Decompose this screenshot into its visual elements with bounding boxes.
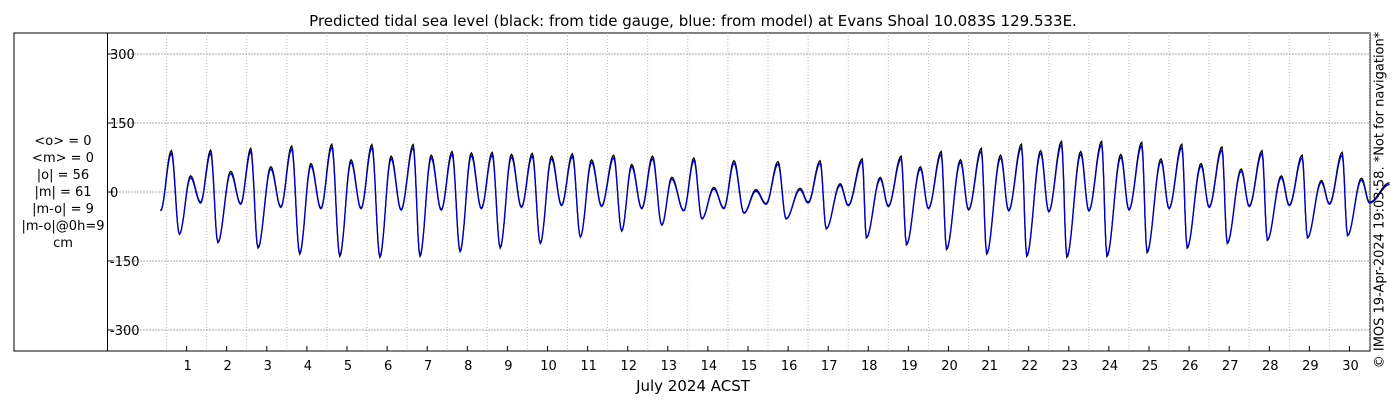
x-tick-label: 4 [304,359,312,374]
horizontal-grid [107,53,1370,331]
x-ticks: 1 2 3 4 5 6 7 8 9 10 11 12 13 14 15 16 17 18 19 20 21 22 23 24 2… [183,346,1359,374]
x-tick-label: 27 [1222,359,1239,374]
x-tick-label: 28 [1262,359,1279,374]
y-ticks: 300 150 0 -150 -300 [107,48,140,339]
y-tick-label: 150 [110,117,135,132]
x-tick-label: 14 [701,359,718,374]
x-tick-label: 20 [941,359,958,374]
x-axis-label: July 2024 ACST [635,377,751,395]
stat-abs-obs: |o| = 56 [36,168,90,183]
y-tick-label: 300 [110,48,135,63]
x-tick-label: 18 [861,359,878,374]
x-tick-label: 15 [741,359,758,374]
x-tick-label: 30 [1342,359,1359,374]
x-tick-label: 29 [1302,359,1319,374]
x-tick-label: 17 [821,359,838,374]
x-tick-label: 2 [224,359,232,374]
x-tick-label: 26 [1182,359,1199,374]
stat-abs-model: |m| = 61 [34,185,92,200]
x-tick-label: 24 [1102,359,1119,374]
y-tick-label: -300 [110,324,140,339]
stat-abs-diff-0h: |m-o|@0h=9 [21,219,105,234]
x-tick-label: 11 [580,359,597,374]
stat-mean-model: <m> = 0 [32,151,94,166]
x-tick-label: 9 [504,359,512,374]
x-tick-label: 1 [183,359,191,374]
x-tick-label: 12 [620,359,637,374]
x-tick-label: 16 [781,359,798,374]
y-tick-label: -150 [110,255,140,270]
x-tick-label: 23 [1062,359,1079,374]
x-tick-label: 25 [1142,359,1159,374]
chart-title: Predicted tidal sea level (black: from t… [309,12,1077,30]
x-tick-label: 8 [464,359,472,374]
x-tick-label: 3 [264,359,272,374]
x-tick-label: 5 [344,359,352,374]
stat-mean-obs: <o> = 0 [34,134,92,149]
x-tick-label: 19 [901,359,918,374]
stat-abs-diff: |m-o| = 9 [32,202,94,217]
x-tick-label: 13 [661,359,678,374]
stats-panel: <o> = 0 <m> = 0 |o| = 56 |m| = 61 |m-o| … [14,133,112,252]
y-tick-label: 0 [110,186,118,201]
x-tick-label: 21 [981,359,998,374]
credit-note: © IMOS 19-Apr-2024 19:03:58. *Not for na… [1372,31,1388,369]
x-tick-label: 7 [424,359,432,374]
x-tick-label: 22 [1021,359,1038,374]
series-model-line [160,143,1390,258]
stat-unit: cm [53,236,73,251]
x-tick-label: 10 [540,359,557,374]
x-tick-label: 6 [384,359,392,374]
